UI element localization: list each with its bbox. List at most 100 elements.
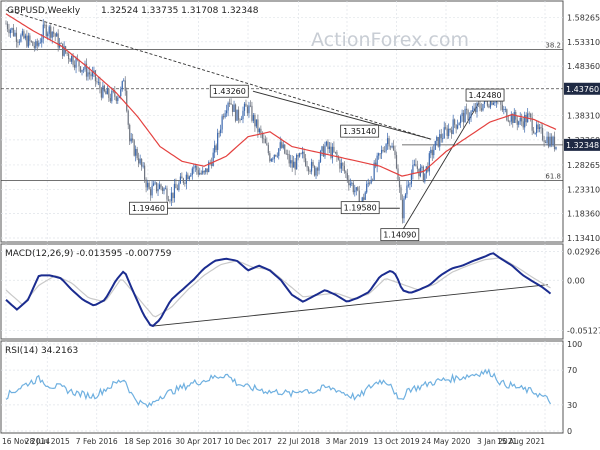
candle-body [218, 132, 220, 134]
candle-body [518, 121, 520, 125]
candle-body [212, 152, 214, 167]
candle-body [436, 136, 438, 141]
candle-body [507, 120, 509, 122]
macd-signal-line [5, 257, 551, 318]
price-tick-label: 1.48360 [567, 62, 600, 71]
candle-body [103, 85, 105, 92]
candle-body [111, 90, 113, 102]
candle-body [223, 116, 225, 118]
candle-body [17, 41, 19, 43]
candle-body [33, 45, 35, 48]
candle-body [378, 153, 380, 156]
candle-body [208, 162, 210, 173]
candle-body [343, 165, 345, 172]
candle-body [106, 88, 108, 95]
candle-body [240, 119, 243, 121]
candle-body [291, 160, 293, 168]
candle-body [416, 166, 418, 169]
candle-body [209, 162, 211, 164]
candle-body [345, 171, 347, 174]
candle-body [200, 172, 202, 174]
price-trendline [399, 102, 480, 235]
candle-body [304, 158, 307, 166]
candle-body [306, 165, 308, 168]
candle-body [94, 70, 97, 82]
candle-body [381, 149, 383, 154]
candle-body [324, 145, 326, 157]
candle-body [88, 72, 91, 75]
rsi-line [5, 368, 552, 409]
candle-body [188, 176, 190, 180]
candle-body [412, 164, 414, 175]
candle-body [158, 184, 161, 190]
candle-body [5, 23, 7, 25]
candle-body [149, 189, 152, 196]
candle-body [372, 179, 374, 181]
candle-body [254, 114, 256, 127]
candle-body [230, 103, 232, 105]
candle-body [410, 174, 413, 184]
candle-body [284, 144, 286, 154]
candle-body [182, 178, 184, 183]
candle-body [270, 159, 272, 162]
candle-body [126, 90, 128, 111]
candle-body [470, 111, 472, 118]
candle-body [237, 109, 240, 120]
candle-body [38, 42, 40, 46]
candle-body [179, 176, 181, 184]
candle-body [26, 35, 28, 47]
time-axis-label: 18 Sep 2016 [124, 437, 172, 446]
candle-body [404, 194, 407, 199]
candle-body [123, 80, 125, 82]
rsi-tick-label: 100 [567, 340, 582, 349]
candle-body [513, 112, 515, 123]
candle-body [355, 187, 357, 191]
candle-body [455, 124, 457, 129]
candle-body [325, 141, 328, 146]
swing-label: 1.42480 [469, 91, 502, 100]
candle-body [333, 146, 335, 152]
candle-body [160, 184, 162, 188]
candle-body [142, 165, 144, 167]
price-tick-label: 1.13410 [567, 234, 600, 243]
candle-body [190, 174, 192, 177]
candle-body [462, 112, 465, 123]
candle-body [553, 136, 556, 150]
candle-body [173, 183, 176, 199]
candle-body [540, 127, 542, 129]
candle-body [84, 63, 86, 70]
candle-body [299, 153, 301, 157]
candle-body [294, 161, 296, 170]
candle-body [273, 154, 275, 159]
candle-body [471, 110, 474, 112]
candle-body [363, 197, 365, 200]
candle-body [203, 170, 205, 173]
candle-body [81, 69, 83, 72]
candle-body [45, 25, 47, 37]
candle-body [310, 161, 313, 172]
time-axis-label: 13 Oct 2019 [373, 437, 420, 446]
price-tags: 1.43760 1.32348 [564, 82, 600, 151]
candle-body [322, 146, 325, 157]
swing-label-box [129, 201, 168, 215]
candle-body [161, 187, 164, 191]
candle-body [79, 66, 82, 72]
candle-body [205, 168, 207, 173]
candle-body [21, 31, 23, 36]
candle-body [392, 145, 395, 151]
candle-body [53, 31, 55, 34]
price-trendline [252, 90, 432, 140]
candle-body [319, 151, 322, 163]
candle-body [501, 104, 503, 111]
fib-level-label: 61.8 [545, 173, 561, 181]
candle-body [488, 105, 490, 108]
macd-tick-label: -0.051279 [567, 326, 600, 335]
candle-body [233, 104, 235, 112]
swing-point-labels: 1.43260 1.35140 1.42480 1.19460 1.19580 1.140… [129, 84, 505, 242]
candle-body [512, 114, 514, 123]
candle-body [243, 103, 246, 111]
candle-body [451, 130, 453, 134]
macd-panel: MACD(12,26,9) -0.013595 -0.007759 0.0292… [0, 243, 600, 340]
candle-body [357, 187, 359, 191]
candle-body [145, 179, 147, 188]
